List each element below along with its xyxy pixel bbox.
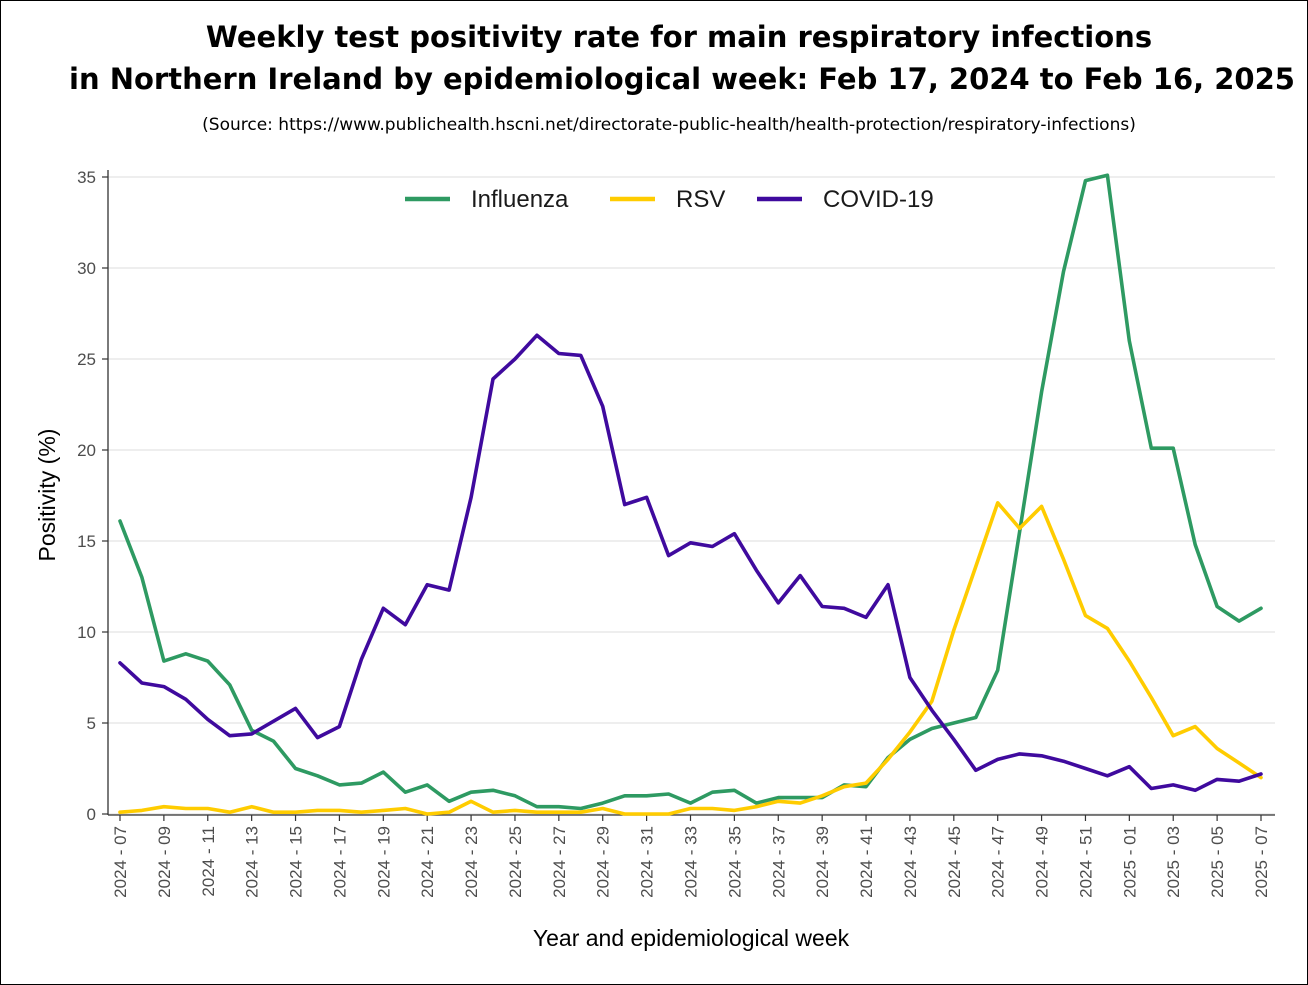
y-axis: 0 5 10 15 20 25 30 35 [77, 168, 109, 824]
gridlines [108, 176, 1275, 815]
x-tick-label: 2024 - 43 [901, 826, 920, 898]
y-tick-label-35: 35 [77, 168, 96, 187]
y-tick-label-20: 20 [77, 441, 96, 460]
x-tick-label: 2024 - 23 [462, 826, 481, 898]
x-tick-label: 2024 - 21 [418, 826, 437, 898]
x-tick-label: 2024 - 33 [682, 826, 701, 898]
x-tick-label: 2024 - 15 [287, 826, 306, 898]
y-tick-label-5: 5 [87, 714, 96, 733]
chart-title-line2: in Northern Ireland by epidemiological w… [69, 62, 1295, 96]
x-tick-label: 2025 - 07 [1252, 826, 1271, 898]
legend-label-covid-19: COVID-19 [823, 186, 934, 213]
x-tick-label: 2024 - 37 [769, 826, 788, 898]
x-tick-label: 2025 - 05 [1208, 826, 1227, 898]
x-tick-label: 2024 - 25 [506, 826, 525, 898]
x-tick-label: 2024 - 41 [857, 826, 876, 898]
legend-label-influenza: Influenza [471, 186, 569, 213]
legend-label-rsv: RSV [676, 186, 725, 213]
x-tick-label: 2024 - 07 [111, 826, 130, 898]
y-tick-label-15: 15 [77, 532, 96, 551]
series-line-influenza [118, 173, 1263, 811]
x-tick-label: 2024 - 29 [594, 826, 613, 898]
x-tick-label: 2024 - 45 [945, 826, 964, 898]
x-axis-label: Year and epidemiological week [533, 925, 850, 951]
x-tick-label: 2024 - 49 [1033, 826, 1052, 898]
chart-title-line1: Weekly test positivity rate for main res… [205, 20, 1153, 54]
y-tick-label-0: 0 [87, 805, 96, 824]
x-axis: 2024 - 07 2024 - 09 2024 - 11 2024 - 13 2024… [108, 814, 1275, 898]
x-tick-label: 2025 - 03 [1164, 826, 1183, 898]
legend: Influenza RSV COVID-19 [405, 186, 934, 213]
series-line-covid-19 [118, 333, 1263, 793]
series-lines [118, 173, 1263, 816]
x-tick-label: 2025 - 01 [1120, 826, 1139, 898]
y-tick-label-25: 25 [77, 350, 96, 369]
x-tick-label: 2024 - 11 [199, 826, 218, 897]
x-tick-label: 2024 - 51 [1076, 826, 1095, 898]
y-tick-label-30: 30 [77, 259, 96, 278]
chart-source: (Source: https://www.publichealth.hscni.… [202, 115, 1136, 135]
y-axis-label: Positivity (%) [34, 429, 60, 562]
x-tick-label: 2024 - 17 [330, 826, 349, 898]
series-line-rsv [118, 501, 1263, 816]
x-tick-label: 2024 - 35 [725, 826, 744, 898]
y-tick-label-10: 10 [77, 623, 96, 642]
x-tick-label: 2024 - 19 [374, 826, 393, 898]
x-tick-label: 2024 - 31 [638, 826, 657, 898]
x-tick-label: 2024 - 09 [155, 826, 174, 898]
x-tick-label: 2024 - 47 [989, 826, 1008, 898]
x-tick-label: 2024 - 27 [550, 826, 569, 898]
x-tick-label: 2024 - 39 [813, 826, 832, 898]
x-tick-label: 2024 - 13 [243, 826, 262, 898]
